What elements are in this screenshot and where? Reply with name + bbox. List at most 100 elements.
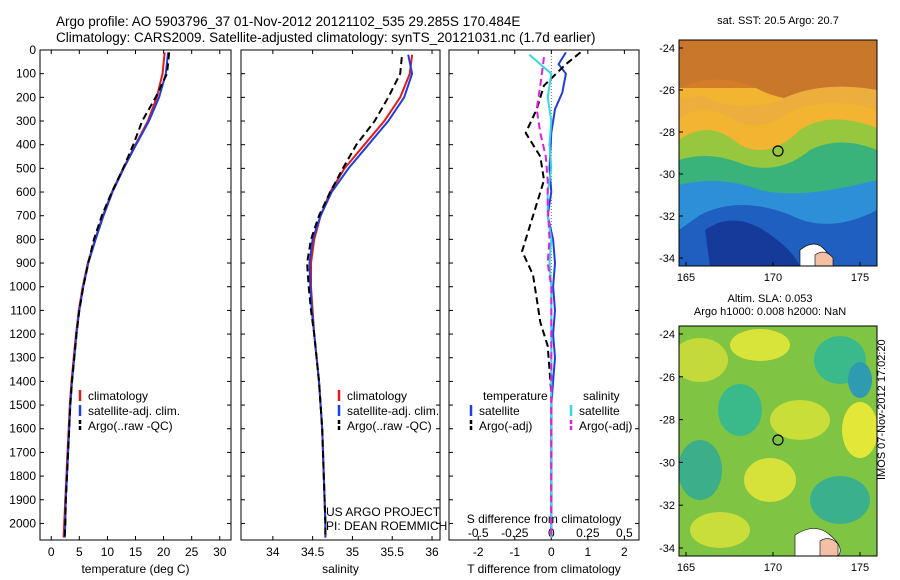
title-line-1: Argo profile: AO 5903796_37 01-Nov-2012 … (56, 14, 521, 29)
legend-header: salinity (583, 389, 620, 403)
y-tick-label: 400 (16, 138, 36, 152)
y-tick-label: 1200 (9, 327, 36, 341)
axes-frame (240, 49, 441, 541)
series-line-argo-raw-qc- (63, 52, 171, 538)
legend-label: climatology (88, 389, 148, 403)
y-tick-label: 300 (16, 114, 36, 128)
x-tick-label: 34 (266, 545, 280, 559)
axes-frame (448, 49, 640, 541)
x-tick-label: 36 (425, 545, 439, 559)
sst-map-lon-ticks: 165 170 175 (677, 262, 869, 284)
lat-tick-label: -34 (659, 543, 675, 555)
x-tick-label: 5 (76, 545, 83, 559)
legend-label: Argo(-adj) (479, 419, 532, 433)
series-line-argo-adj- (535, 56, 553, 538)
legend-label: Argo(..raw -QC) (347, 419, 432, 433)
y-tick-label: 200 (16, 90, 36, 104)
y-tick-label: 1000 (9, 280, 36, 294)
lat-tick-label: -24 (659, 329, 675, 341)
lat-tick-label: -24 (659, 43, 675, 55)
y-tick-label: 1700 (9, 445, 36, 459)
series-group (62, 52, 171, 538)
s-tick-label: -0.5 (468, 526, 489, 540)
legend-label: satellite-adj. clim. (88, 404, 180, 418)
s-axis-label: S difference from climatology (467, 512, 622, 526)
sst-map-lat-ticks: -24 -26 -28 -30 -32 -34 (659, 43, 683, 265)
sla-map-lat-ticks: -24 -26 -28 -30 -32 -34 (659, 329, 683, 555)
lon-tick-label: 175 (851, 272, 869, 284)
credit-line-2: PI: DEAN ROEMMICH (326, 519, 448, 533)
argo-location-marker-sla (772, 434, 784, 446)
s-tick-label: 0.5 (616, 526, 633, 540)
legend-label: climatology (347, 389, 407, 403)
credit-line-1: US ARGO PROJECT (326, 505, 441, 519)
y-tick-label: 1500 (9, 398, 36, 412)
y-tick-label: 800 (16, 232, 36, 246)
sst-map: sat. SST: 20.5 Argo: 20.7 -24 -26 -28 -30 -3… (659, 15, 878, 284)
y-tick-label: 700 (16, 209, 36, 223)
x-tick-label: 34.5 (301, 545, 325, 559)
lat-tick-label: -32 (659, 211, 675, 223)
s-tick-label: -0.25 (501, 526, 529, 540)
series-line-argo-raw-qc- (306, 57, 403, 538)
lat-tick-label: -28 (659, 415, 675, 427)
sla-map: Altim. SLA: 0.053 Argo h1000: 0.008 h200… (659, 293, 878, 574)
lat-tick-label: -26 (659, 372, 675, 384)
x-tick-label: 25 (185, 545, 199, 559)
x-tick-label: -1 (509, 545, 520, 559)
series-group (521, 51, 582, 538)
x-tick-label: 30 (213, 545, 227, 559)
series-group (306, 54, 414, 538)
y-tick-label: 2000 (9, 516, 36, 530)
legend-label: Argo(..raw -QC) (88, 419, 173, 433)
x-axis-label: temperature (deg C) (81, 562, 189, 576)
sla-map-title-1: Altim. SLA: 0.053 (728, 293, 813, 305)
y-tick-label: 1100 (10, 303, 36, 317)
lat-tick-label: -30 (659, 169, 675, 181)
y-tick-label: 1300 (9, 351, 36, 365)
lon-tick-label: 170 (764, 272, 782, 284)
y-tick-label: 1800 (9, 469, 36, 483)
axes-frame (39, 49, 232, 541)
title-line-2: Climatology: CARS2009. Satellite-adjuste… (56, 30, 596, 45)
timestamp-stamp: IMOS 07-Nov-2012 17:02:20 (876, 339, 888, 480)
legend-label: satellite (479, 404, 520, 418)
legend-label: satellite (579, 404, 620, 418)
legend-header: temperature (483, 389, 548, 403)
x-tick-label: 20 (157, 545, 171, 559)
lon-tick-label: 170 (764, 562, 782, 574)
salinity-profile-panel: 34 34.5 35 35.5 36 salinity climatologysatelli… (240, 49, 441, 576)
y-tick-label: 600 (16, 185, 36, 199)
lon-tick-label: 165 (677, 272, 695, 284)
y-tick-label: 0 (29, 43, 36, 57)
temperature-profile-panel: 0 5 10 15 20 25 30 temperature (deg C) 0 100 200 30… (9, 43, 232, 576)
y-tick-label: 1900 (9, 493, 36, 507)
x-tick-label: 35 (346, 545, 360, 559)
argo-location-marker (772, 145, 784, 157)
x-axis-label: salinity (322, 562, 359, 576)
sla-map-title-2: Argo h1000: 0.008 h2000: NaN (694, 306, 846, 318)
sla-map-lon-ticks: 165 170 175 (677, 552, 869, 574)
x-tick-label: 0 (48, 545, 55, 559)
lat-tick-label: -34 (659, 253, 675, 265)
x-tick-label: 1 (585, 545, 592, 559)
legend-label: satellite-adj. clim. (347, 404, 439, 418)
y-tick-label: 900 (16, 256, 36, 270)
y-tick-label: 1400 (9, 374, 36, 388)
lat-tick-label: -30 (659, 457, 675, 469)
y-tick-label: 500 (16, 161, 36, 175)
lon-tick-label: 165 (677, 562, 695, 574)
y-tick-label: 1600 (9, 422, 36, 436)
sst-map-title: sat. SST: 20.5 Argo: 20.7 (717, 15, 839, 27)
difference-profile-panel: -2 -1 0 1 2T difference from climatology -0.5… (448, 49, 640, 576)
x-tick-label: 10 (101, 545, 115, 559)
x-tick-label: 35.5 (381, 545, 405, 559)
legend-label: Argo(-adj) (579, 419, 632, 433)
lat-tick-label: -26 (659, 85, 675, 97)
lat-tick-label: -32 (659, 500, 675, 512)
lat-tick-label: -28 (659, 127, 675, 139)
x-tick-label: -2 (473, 545, 484, 559)
x-tick-label: 15 (129, 545, 143, 559)
x-tick-label: 2 (621, 545, 628, 559)
